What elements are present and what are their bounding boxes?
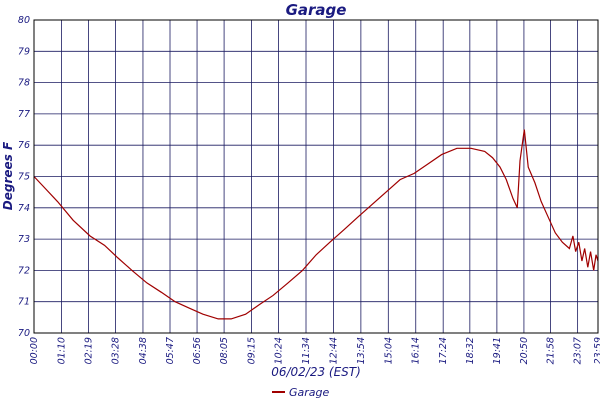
x-tick-label: 06:56 [192, 337, 203, 364]
y-tick-label: 74 [18, 203, 30, 214]
plot-border [33, 19, 599, 334]
y-tick-label: 71 [18, 297, 30, 308]
y-axis-label: Degrees F [1, 141, 15, 210]
legend-label: Garage [289, 386, 330, 399]
x-tick-label: 03:28 [111, 337, 122, 364]
y-tick-label: 79 [18, 46, 30, 57]
x-tick-label: 04:38 [138, 337, 149, 364]
y-tick-label: 80 [18, 15, 30, 26]
chart-title: Garage [286, 1, 347, 19]
x-tick-label: 09:15 [247, 337, 258, 364]
y-tick-label: 72 [18, 265, 30, 276]
x-tick-label: 11:34 [301, 337, 312, 364]
y-tick-label: 76 [18, 140, 30, 151]
x-tick-label: 16:14 [411, 337, 422, 364]
x-tick-label: 17:24 [438, 337, 449, 364]
x-tick-label: 19:41 [492, 337, 503, 364]
data-line [33, 129, 599, 320]
x-tick-label: 00:00 [29, 337, 40, 364]
x-tick-label: 20:50 [519, 337, 530, 364]
x-tick-label: 05:47 [165, 337, 176, 364]
x-tick-label: 02:19 [83, 337, 94, 364]
y-tick-label: 78 [18, 78, 30, 89]
y-tick-label: 73 [18, 234, 30, 245]
x-tick-label: 18:32 [465, 337, 476, 364]
x-tick-label: 08:05 [219, 337, 230, 364]
x-tick-label: 13:54 [356, 337, 367, 364]
y-tick-label: 77 [18, 109, 30, 120]
y-tick-label: 70 [18, 328, 30, 339]
x-tick-label: 10:24 [274, 337, 285, 364]
x-tick-label: 21:58 [546, 337, 557, 364]
x-tick-label: 23:07 [573, 337, 584, 364]
x-tick-label: 01:10 [56, 337, 67, 364]
x-axis-label: 06/02/23 (EST) [271, 365, 361, 379]
x-tick-label: 15:04 [383, 337, 394, 364]
x-tick-label: 23:59 [593, 337, 600, 364]
x-tick-label: 12:44 [328, 337, 339, 364]
y-tick-label: 75 [18, 172, 30, 183]
